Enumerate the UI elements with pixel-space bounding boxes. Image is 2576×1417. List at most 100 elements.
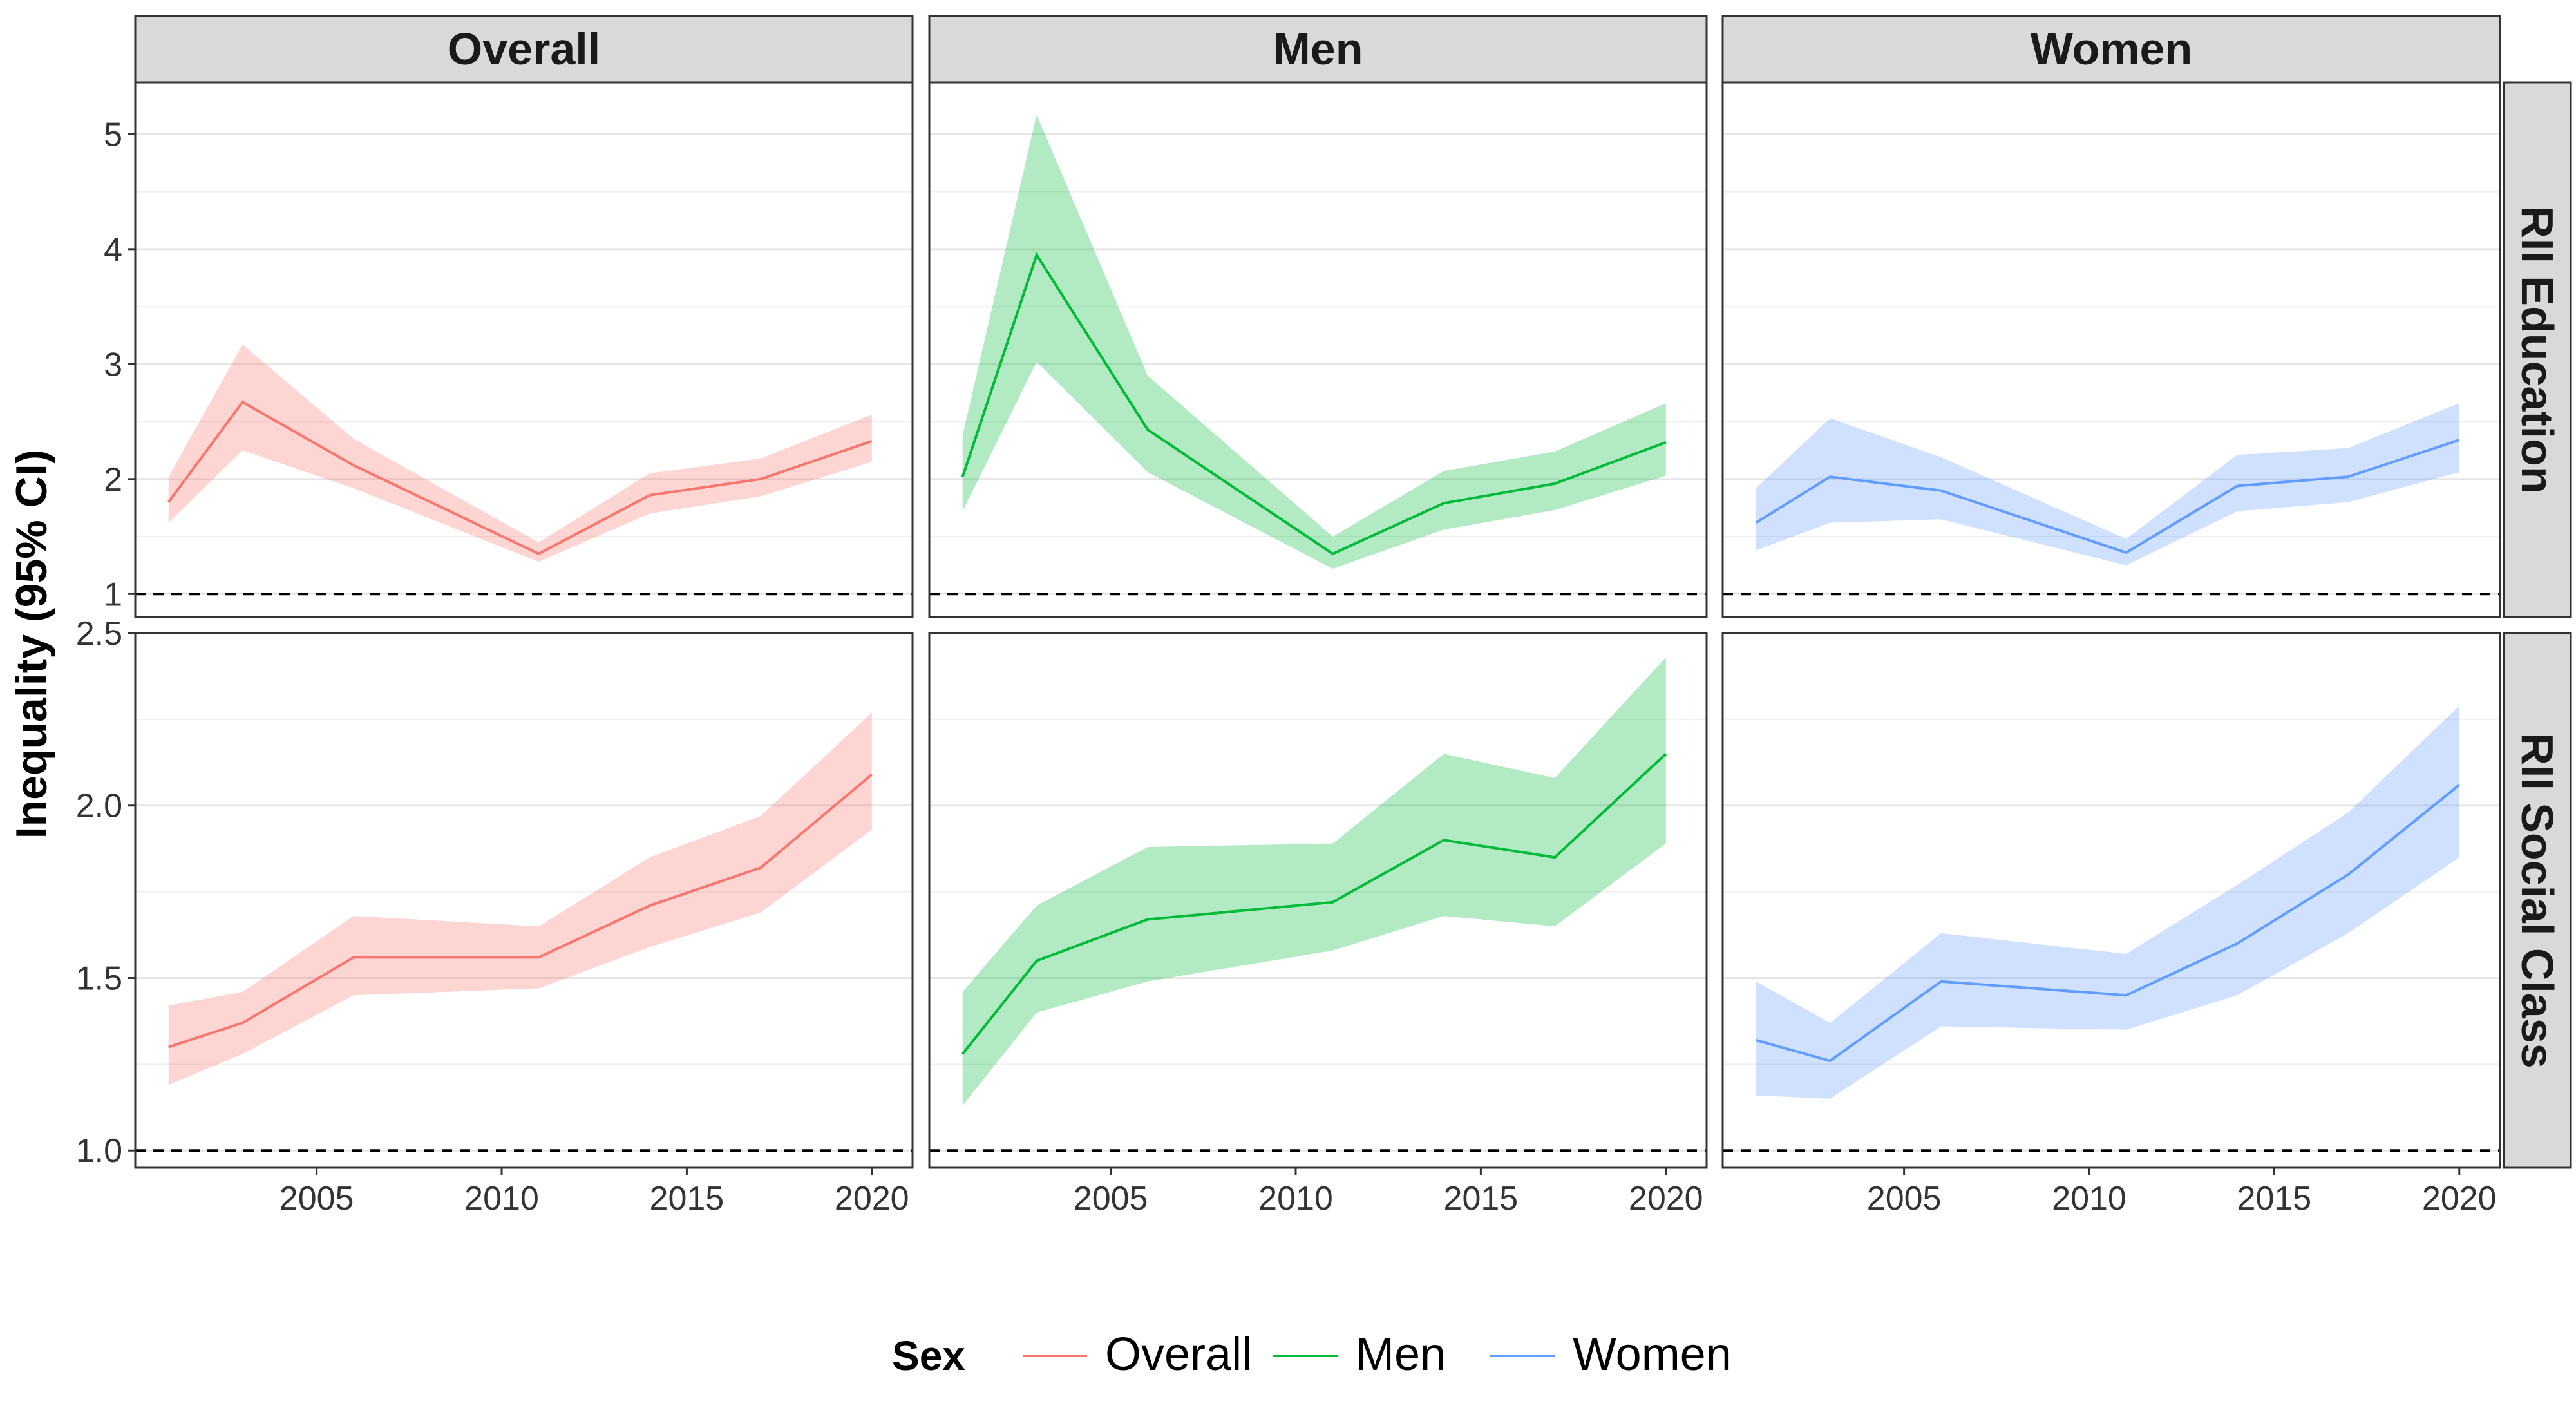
row-strip-background — [2503, 81, 2572, 618]
legend: Sex Overall Men Women — [892, 1329, 1732, 1380]
data-point — [536, 552, 540, 556]
data-point — [1442, 838, 1446, 842]
x-tick-label: 2015 — [1444, 1180, 1519, 1217]
data-point — [1828, 475, 1832, 479]
data-point — [870, 439, 874, 443]
x-tick-label: 2005 — [1867, 1180, 1942, 1217]
data-point — [1146, 917, 1150, 921]
data-point — [1754, 1038, 1758, 1042]
data-point — [2124, 993, 2128, 997]
x-tick-label: 2010 — [2052, 1180, 2126, 1217]
y-tick-label: 1.5 — [76, 960, 122, 997]
x-axis: 2005 2010 2015 2020 — [1074, 1168, 1703, 1217]
data-point — [1754, 521, 1758, 525]
series-line-women — [1755, 439, 2460, 555]
panel-rii-education-women — [1721, 81, 2501, 618]
column-strip-background — [928, 15, 1708, 84]
panel-background — [929, 633, 1707, 1168]
row-strip-label: RII Education — [2512, 205, 2562, 493]
y-tick-label: 1.0 — [76, 1132, 122, 1170]
confidence-ribbon — [168, 345, 872, 562]
x-axis: 2005 2010 2015 2020 — [1867, 1168, 2497, 1217]
y-tick-label: 3 — [104, 346, 122, 383]
column-strip-label: Women — [2031, 24, 2193, 74]
series-line-overall — [168, 773, 873, 1049]
x-tick-label: 2005 — [1074, 1180, 1148, 1217]
panel-background — [135, 633, 913, 1168]
confidence-ribbon — [168, 712, 872, 1085]
panels-layer: Overall Men Women RII Education RII Social C… — [76, 15, 2572, 1217]
data-point — [1939, 980, 1943, 984]
panel-background — [1723, 82, 2500, 617]
y-axis-title: Inequality (95% CI) — [7, 450, 56, 839]
gridlines — [1723, 633, 2500, 1152]
panel-border — [1721, 632, 2501, 1169]
data-point — [1146, 428, 1150, 432]
data-point — [1828, 1059, 1832, 1063]
panel-border — [928, 632, 1708, 1169]
data-point — [536, 955, 540, 959]
data-point — [241, 400, 245, 404]
series-line-overall — [167, 400, 873, 556]
data-point — [167, 500, 171, 504]
y-axis: 1.0 1.5 2.0 2.5 — [76, 615, 135, 1170]
data-point — [2346, 873, 2350, 877]
row-strip-rii-social-class: RII Social Class — [2503, 632, 2572, 1169]
data-point — [870, 773, 874, 777]
x-tick-label: 2020 — [835, 1180, 909, 1217]
series-line-men — [961, 752, 1667, 1055]
column-strip-background — [134, 15, 914, 84]
x-tick-label: 2015 — [2237, 1180, 2312, 1217]
data-point — [1664, 441, 1668, 444]
row-strip-rii-education: RII Education — [2503, 81, 2572, 618]
panel-rii-social-class-overall: 2005 2010 2015 2020 1.0 1.5 2.0 2.5 — [76, 615, 914, 1217]
data-point — [2235, 942, 2239, 946]
y-tick-label: 1 — [104, 576, 122, 613]
data-point — [1664, 752, 1668, 756]
confidence-ribbon — [1756, 705, 2459, 1099]
legend-title: Sex — [892, 1333, 965, 1379]
panel-border — [1721, 81, 2501, 618]
data-point — [167, 1045, 171, 1049]
data-point — [1442, 501, 1446, 505]
confidence-ribbon — [962, 115, 1666, 569]
x-tick-label: 2020 — [2422, 1180, 2497, 1217]
data-point — [648, 904, 652, 908]
data-point — [2346, 475, 2350, 479]
series-line-men — [961, 252, 1667, 556]
series-line-women — [1756, 784, 2461, 1063]
legend-label: Overall — [1105, 1329, 1252, 1380]
data-point — [1331, 900, 1334, 904]
data-point — [2124, 551, 2128, 555]
data-point — [2458, 438, 2461, 442]
column-strip-label: Men — [1273, 24, 1363, 74]
x-tick-label: 2010 — [464, 1180, 539, 1217]
data-point — [759, 866, 762, 870]
y-tick-label: 4 — [104, 231, 122, 269]
y-axis: 1 2 3 4 5 — [104, 116, 135, 613]
confidence-ribbon — [962, 657, 1666, 1106]
data-point — [2458, 783, 2461, 787]
data-point — [961, 1052, 965, 1056]
column-strip-women: Women — [1721, 15, 2501, 84]
row-strip-background — [2503, 632, 2572, 1169]
panel-rii-social-class-women: 2005 2010 2015 2020 — [1721, 632, 2501, 1217]
data-point — [1553, 482, 1557, 486]
y-tick-label: 2.0 — [76, 788, 122, 825]
x-tick-label: 2005 — [279, 1180, 354, 1217]
data-point — [1035, 253, 1039, 257]
row-strip-label: RII Social Class — [2512, 732, 2562, 1068]
panel-border — [928, 81, 1708, 618]
data-point — [961, 475, 965, 479]
legend-label: Women — [1573, 1329, 1732, 1380]
legend-item-men: Men — [1273, 1329, 1446, 1380]
legend-label: Men — [1356, 1329, 1446, 1380]
panel-background — [135, 82, 913, 617]
data-point — [1553, 855, 1557, 859]
panel-background — [929, 82, 1707, 617]
column-strip-label: Overall — [448, 24, 600, 74]
x-axis: 2005 2010 2015 2020 — [279, 1168, 909, 1217]
data-point — [1035, 959, 1039, 963]
data-point — [241, 1021, 245, 1025]
